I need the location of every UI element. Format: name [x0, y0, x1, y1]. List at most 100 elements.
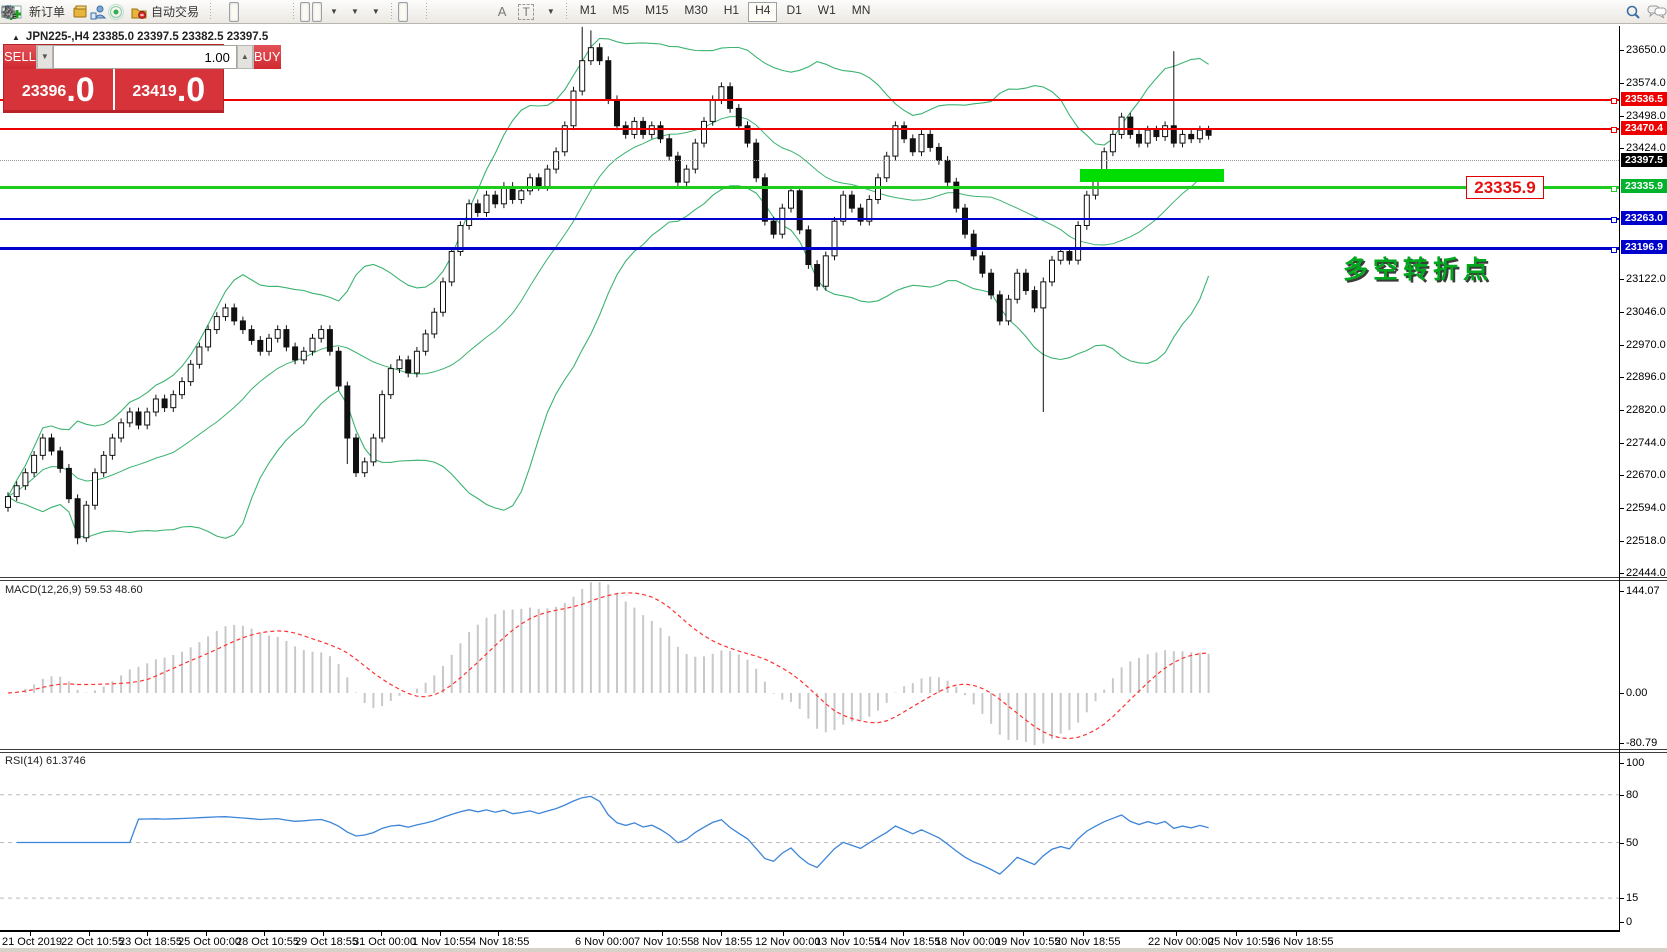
rsi-tick	[1619, 795, 1624, 796]
candle-body	[866, 198, 873, 222]
candle-body	[1083, 194, 1090, 227]
time-tick	[662, 932, 663, 936]
candle-body	[927, 133, 934, 148]
trendline-button[interactable]	[2, 2, 467, 22]
time-tick	[903, 932, 904, 936]
price-axis-line	[1619, 26, 1620, 930]
auto-scroll-button[interactable]	[2, 1, 311, 22]
auto-trading-button[interactable]: 自动交易	[126, 2, 204, 22]
candle-body	[335, 350, 342, 387]
candle-body	[466, 203, 473, 227]
candle-body	[1005, 298, 1012, 322]
arrows-shapes-button[interactable]: ▼	[3, 2, 560, 22]
horizontal-line-23470.4[interactable]	[0, 127, 1619, 133]
templates-button[interactable]: ▼	[1, 2, 385, 22]
trade-panel-controls: SELL ▼ ▲ BUY	[4, 45, 281, 69]
time-tick-label: 23 Oct 18:55	[119, 936, 182, 948]
signal-icon[interactable]	[108, 3, 125, 20]
support-highlight-rectangle[interactable]	[1080, 169, 1224, 182]
buy-button[interactable]: BUY	[253, 45, 281, 69]
tile-windows-button[interactable]	[2, 2, 287, 22]
cursor-button[interactable]	[4, 1, 408, 22]
new-order-button[interactable]: 新订单	[4, 2, 70, 22]
rsi-axis-label: 0	[1626, 916, 1633, 928]
price-badge-23196.9: 23196.9	[1621, 240, 1667, 254]
time-tick	[498, 932, 499, 936]
line-chart-type-button[interactable]	[1, 2, 251, 22]
candle-body	[761, 177, 768, 222]
zoom-out-button[interactable]	[2, 2, 275, 22]
macd-tick	[1619, 591, 1624, 592]
candle-body	[935, 146, 942, 161]
sell-price[interactable]: 23396 .0	[4, 69, 115, 110]
candle-body	[648, 125, 655, 135]
timeframe-mn[interactable]: MN	[851, 2, 871, 17]
price-tick	[1619, 116, 1624, 117]
price-callout-label[interactable]: 23335.9	[1466, 176, 1544, 199]
zoom-in-button[interactable]	[2, 2, 263, 22]
bar-chart-type-button[interactable]	[2, 2, 227, 22]
periods-button[interactable]: ▼	[1, 2, 364, 22]
price-tick-label: 23046.0	[1626, 306, 1666, 318]
crosshair-button[interactable]	[2, 2, 420, 22]
indicators-button[interactable]: ▼	[1, 2, 343, 22]
volume-increase-button[interactable]: ▲	[236, 45, 253, 69]
text-button[interactable]: A	[493, 2, 512, 22]
data-window-icon[interactable]	[90, 4, 107, 20]
chart-area[interactable]: ▲ JPN225-,H4 23385.0 23397.5 23382.5 233…	[0, 24, 1667, 952]
time-tick-label: 18 Nov 00:00	[935, 936, 1001, 948]
price-tick-label: 23424.0	[1626, 142, 1666, 154]
pane-separator[interactable]	[0, 577, 1667, 581]
chart-shift-button[interactable]	[2, 1, 323, 22]
collapse-arrow-icon[interactable]: ▲	[12, 32, 20, 42]
candle-body	[65, 467, 72, 500]
candle-body	[266, 337, 272, 352]
turning-point-annotation[interactable]: 多空转折点	[1343, 256, 1494, 284]
candle-body	[727, 86, 734, 109]
buy-price-main: 23419	[132, 83, 177, 100]
volume-decrease-button[interactable]: ▼	[36, 45, 53, 69]
market-watch-icon[interactable]	[72, 4, 88, 20]
timeframe-m1[interactable]: M1	[579, 2, 597, 17]
time-axis[interactable]: 21 Oct 2019 22 Oct 10:55 23 Oct 18:55 25 Oc…	[0, 932, 1667, 948]
timeframe-w1[interactable]: W1	[817, 2, 836, 17]
buy-price[interactable]: 23419 .0	[115, 69, 224, 110]
price-tick-label: 22670.0	[1626, 469, 1666, 481]
timeframe-d1[interactable]: D1	[786, 2, 802, 17]
pane-separator[interactable]	[0, 749, 1667, 753]
sell-button[interactable]: SELL	[4, 45, 36, 69]
price-tick-label: 23122.0	[1626, 273, 1666, 285]
candle-body	[1162, 125, 1169, 138]
text-label-button[interactable]: T	[513, 2, 538, 22]
horizontal-line-23335.9[interactable]	[0, 186, 1619, 192]
equidistant-channel-button[interactable]: E	[1, 2, 479, 22]
horizontal-line-23397.5[interactable]	[0, 160, 1619, 161]
rsi-axis-label: 50	[1626, 837, 1639, 849]
horizontal-line-23263.0[interactable]	[0, 217, 1619, 223]
time-tick-label: 22 Nov 00:00	[1148, 936, 1214, 948]
macd-axis-label: 144.07	[1626, 585, 1660, 597]
horizontal-line-23536.5[interactable]	[0, 98, 1619, 104]
toolbar: 新订单 自动交易	[0, 0, 1667, 24]
timeframe-h1[interactable]: H1	[723, 2, 740, 17]
candle-body	[213, 316, 220, 331]
chat-icon[interactable]	[1647, 4, 1667, 20]
chevron-down-icon: ▼	[546, 7, 555, 16]
timeframe-m15[interactable]: M15	[645, 2, 669, 17]
candle-body	[205, 329, 212, 348]
horizontal-line-button[interactable]	[2, 2, 455, 22]
candlestick-chart-type-button[interactable]	[2, 1, 240, 22]
candle-body	[979, 255, 986, 274]
window-bottom-strip	[0, 948, 1667, 952]
vertical-line-button[interactable]	[5, 2, 443, 22]
horizontal-line-23196.9[interactable]	[0, 247, 1619, 253]
volume-input[interactable]	[52, 45, 237, 69]
search-icon[interactable]	[1625, 4, 1641, 20]
toolbar-separator	[388, 2, 394, 21]
time-tick	[440, 932, 441, 936]
timeframe-m30[interactable]: M30	[684, 2, 708, 17]
timeframe-h4[interactable]: H4	[748, 1, 778, 22]
fibonacci-button[interactable]: F	[2, 2, 491, 22]
timeframe-m5[interactable]: M5	[612, 2, 630, 17]
